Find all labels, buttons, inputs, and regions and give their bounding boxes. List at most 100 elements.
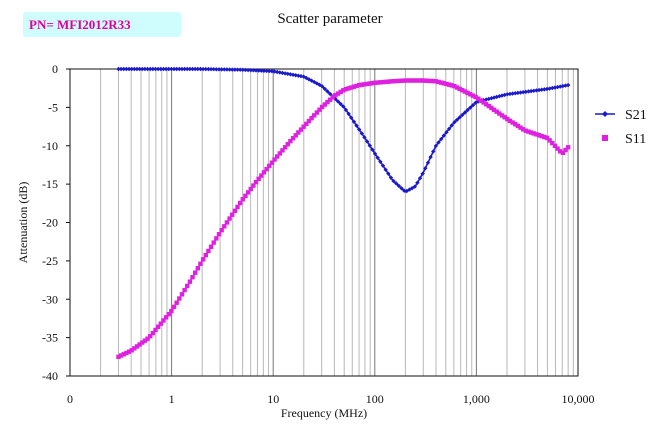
data-point: [346, 86, 351, 91]
data-point: [293, 73, 298, 78]
data-point: [499, 113, 505, 118]
data-point: [195, 66, 201, 72]
data-point: [542, 87, 547, 92]
data-point: [465, 107, 470, 113]
data-point: [338, 101, 343, 107]
data-point: [555, 146, 560, 151]
data-point: [394, 181, 399, 186]
data-point: [232, 67, 238, 72]
data-point: [460, 112, 465, 118]
data-point: [388, 79, 394, 84]
data-point: [185, 283, 190, 289]
data-point: [296, 130, 301, 135]
data-point: [444, 130, 449, 135]
data-point: [544, 135, 550, 141]
data-point: [253, 68, 259, 73]
data-point: [327, 91, 333, 97]
data-point: [351, 119, 357, 124]
data-point: [137, 66, 142, 72]
data-point: [137, 342, 142, 347]
data-point: [148, 66, 153, 72]
data-point: [327, 97, 333, 102]
data-point: [317, 107, 322, 112]
x-tick-label: 1: [169, 392, 175, 406]
data-point: [391, 79, 396, 84]
data-point: [483, 102, 489, 107]
data-point: [431, 149, 436, 154]
data-point: [526, 129, 531, 134]
data-point: [534, 88, 539, 93]
data-point: [552, 143, 558, 149]
data-point: [473, 94, 478, 100]
data-point: [362, 135, 367, 140]
data-point: [335, 99, 341, 104]
data-point: [251, 68, 256, 73]
y-tick-label: -5: [48, 100, 58, 114]
data-point: [182, 66, 187, 72]
data-point: [359, 131, 365, 136]
data-point: [433, 143, 439, 149]
data-point: [449, 123, 454, 128]
data-point: [423, 78, 428, 83]
data-point: [526, 89, 531, 94]
data-point: [185, 66, 190, 72]
data-point: [558, 149, 563, 154]
data-point: [224, 220, 230, 225]
data-point: [378, 80, 383, 85]
data-point: [343, 107, 349, 113]
data-point: [399, 186, 404, 191]
data-point: [267, 163, 272, 169]
y-axis-label: Attenuation (dB): [16, 182, 30, 264]
data-point: [174, 300, 179, 305]
data-point: [531, 88, 536, 93]
data-point: [396, 78, 402, 84]
data-point: [420, 171, 425, 176]
data-point: [182, 287, 187, 293]
data-point: [256, 176, 261, 182]
data-point: [288, 72, 293, 77]
data-point: [227, 67, 232, 72]
data-point: [375, 155, 380, 160]
data-point: [216, 231, 222, 237]
data-point: [142, 66, 148, 72]
data-point: [333, 93, 338, 98]
data-point: [404, 78, 409, 83]
data-point: [375, 80, 380, 85]
data-point: [356, 82, 362, 88]
data-point: [145, 66, 150, 72]
data-point: [531, 131, 536, 136]
data-point: [446, 126, 452, 132]
data-point: [118, 66, 124, 72]
data-point: [425, 78, 431, 83]
data-point: [394, 78, 399, 84]
x-tick-label: 0: [67, 392, 73, 406]
data-point: [272, 157, 277, 162]
data-point: [129, 66, 134, 72]
data-point: [497, 111, 502, 116]
data-point: [370, 147, 375, 152]
data-point: [436, 140, 441, 145]
y-tick-label: -25: [42, 254, 58, 268]
y-tick-label: 0: [52, 62, 58, 76]
data-point: [460, 88, 465, 93]
data-point: [378, 159, 383, 164]
data-point: [190, 275, 195, 280]
data-point: [367, 81, 372, 86]
data-point: [206, 248, 211, 254]
data-point: [354, 83, 359, 89]
data-point: [539, 133, 544, 139]
data-point: [211, 67, 216, 72]
data-point: [219, 67, 224, 72]
data-point: [502, 115, 507, 120]
data-point: [214, 67, 219, 72]
data-point: [187, 66, 193, 72]
data-point: [558, 84, 563, 89]
data-point: [142, 338, 148, 343]
legend-label: S11: [625, 132, 646, 147]
legend: S21 S11: [595, 108, 647, 147]
data-point: [121, 66, 126, 72]
data-point: [428, 78, 433, 84]
data-point: [338, 89, 343, 95]
data-point: [232, 208, 238, 214]
data-point: [174, 66, 179, 72]
